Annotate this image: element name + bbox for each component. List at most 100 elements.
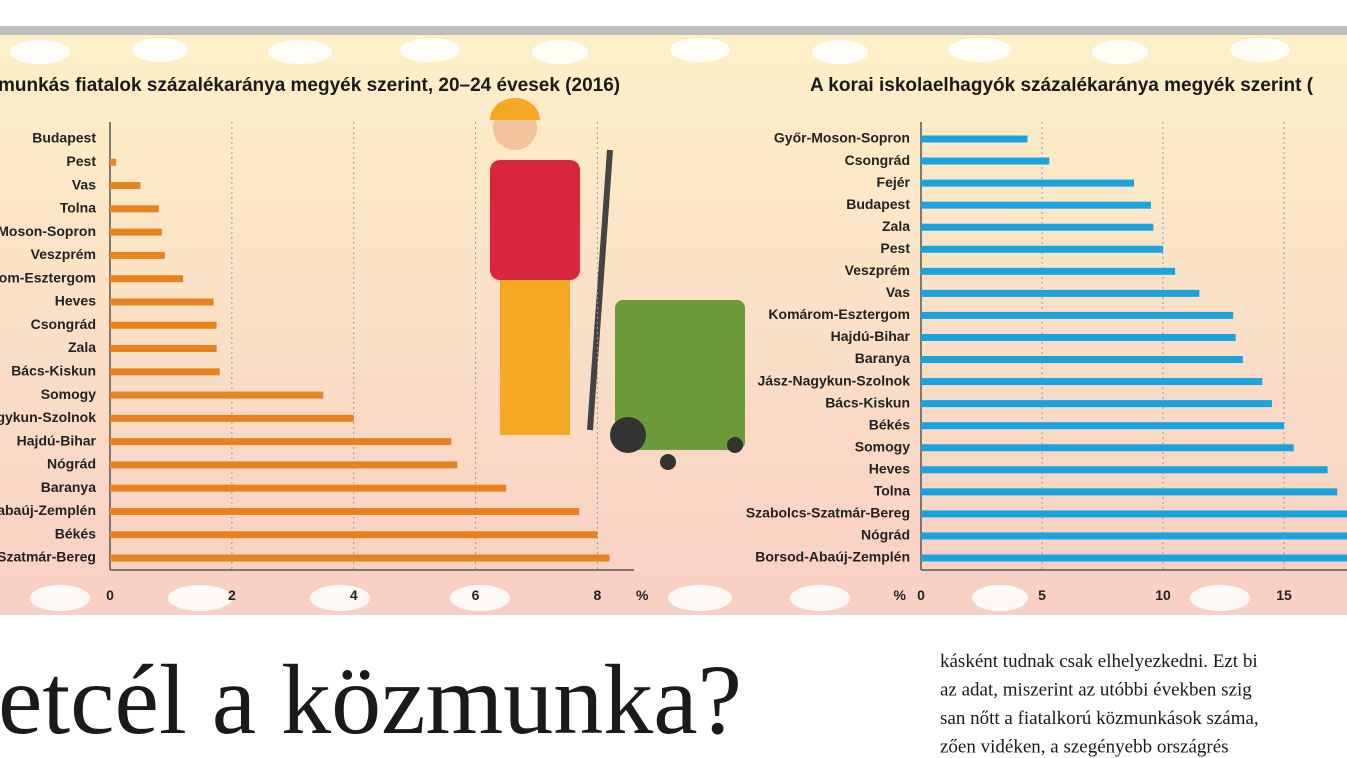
category-label: Heves [869, 460, 910, 476]
category-label: Somogy [41, 386, 96, 402]
bar [110, 228, 162, 236]
bar [921, 333, 1236, 341]
bar [921, 422, 1285, 430]
category-label: Zala [882, 218, 910, 234]
category-label: Fejér [877, 174, 911, 190]
category-label: Bács-Kiskun [825, 394, 910, 410]
bar-chart: A korai iskolaelhagyók százalékaránya me… [746, 75, 1347, 603]
category-label: Csongrád [845, 152, 910, 168]
category-label: Tolna [60, 200, 97, 216]
headline: etcél a közmunka? [0, 644, 742, 755]
category-label: om-Esztergom [0, 269, 96, 285]
bar [110, 345, 217, 352]
bar [110, 298, 214, 306]
bar [921, 223, 1154, 231]
bar [921, 157, 1050, 165]
bar [110, 461, 458, 469]
bar [921, 356, 1243, 364]
x-tick-label: 6 [472, 587, 480, 603]
bar [921, 289, 1200, 297]
category-label: Szabolcs-Szatmár-Bereg [746, 505, 910, 521]
bar [921, 201, 1151, 209]
category-label: Hajdú-Bihar [831, 328, 911, 344]
bar [110, 275, 184, 283]
category-label: Moson-Sopron [0, 223, 96, 239]
category-label: gykun-Szolnok [0, 409, 96, 425]
x-axis-unit: % [894, 587, 907, 603]
bar [110, 205, 159, 213]
x-tick-label: 15 [1276, 587, 1292, 603]
bar [110, 368, 220, 376]
category-label: Csongrád [31, 316, 96, 332]
chart-title: A korai iskolaelhagyók százalékaránya me… [810, 75, 1314, 96]
category-label: Baranya [855, 350, 910, 366]
body-line: kásként tudnak csak elhelyezkedni. Ezt b… [940, 651, 1258, 672]
bar [110, 531, 598, 539]
bar [921, 488, 1338, 496]
category-label: Pest [66, 153, 96, 169]
bar [110, 507, 580, 515]
x-tick-label: 10 [1155, 587, 1171, 603]
bar [921, 532, 1347, 540]
category-label: Szatmár-Bereg [0, 549, 96, 565]
category-label: Nógrád [47, 456, 96, 472]
body-line: zően vidéken, a szegényebb országrés [940, 737, 1229, 758]
body-line: san nőtt a fiatalkorú közmunkások száma, [940, 708, 1259, 729]
category-label: Vas [72, 176, 96, 192]
bar [921, 510, 1347, 518]
x-tick-label: 4 [350, 587, 358, 603]
x-axis-unit: % [636, 587, 649, 603]
category-label: Veszprém [31, 246, 96, 262]
bar [921, 311, 1234, 319]
category-label: Pest [880, 240, 910, 256]
bar [921, 179, 1134, 187]
category-label: Békés [869, 416, 910, 432]
category-label: Veszprém [845, 262, 910, 278]
bar [921, 444, 1294, 452]
category-label: Vas [886, 284, 910, 300]
bar [921, 267, 1176, 275]
category-label: Nógrád [861, 527, 910, 543]
category-label: Heves [55, 293, 96, 309]
category-label: Budapest [846, 196, 910, 212]
category-label: Győr-Moson-Sopron [774, 130, 910, 146]
bar-chart: munkás fiatalok százalékaránya megyék sz… [0, 75, 649, 603]
body-line: az adat, miszerint az utóbbi években szi… [940, 680, 1252, 701]
bar [921, 378, 1263, 386]
x-tick-label: 5 [1038, 587, 1046, 603]
bar [110, 484, 507, 492]
bar [110, 251, 165, 259]
category-label: Tolna [874, 483, 911, 499]
x-tick-label: 0 [917, 587, 925, 603]
category-label: Békés [55, 525, 96, 541]
category-label: abaúj-Zemplén [0, 502, 96, 518]
bar [110, 438, 452, 446]
chart-title: munkás fiatalok százalékaránya megyék sz… [0, 75, 620, 96]
worker-illustration [490, 98, 745, 470]
bar [110, 554, 610, 562]
bar [921, 554, 1347, 562]
category-label: Borsod-Abaúj-Zemplén [755, 549, 910, 565]
bar [110, 391, 324, 399]
category-label: Baranya [41, 479, 96, 495]
bar [110, 321, 217, 329]
category-label: Hajdú-Bihar [17, 432, 97, 448]
decoration [10, 38, 1290, 611]
category-label: Budapest [32, 130, 96, 146]
x-tick-label: 8 [594, 587, 602, 603]
category-label: Jász-Nagykun-Szolnok [758, 372, 911, 388]
bar [921, 135, 1028, 143]
article-body: kásként tudnak csak elhelyezkedni. Ezt b… [940, 651, 1259, 758]
category-label: Zala [68, 339, 96, 355]
bar [921, 400, 1272, 408]
x-tick-label: 0 [106, 587, 114, 603]
category-label: Bács-Kiskun [11, 362, 96, 378]
bar [921, 245, 1164, 253]
bar [921, 466, 1328, 474]
bar [110, 158, 117, 166]
x-tick-label: 2 [228, 587, 236, 603]
bar [110, 414, 354, 422]
category-label: Somogy [855, 438, 910, 454]
bar [110, 182, 141, 190]
